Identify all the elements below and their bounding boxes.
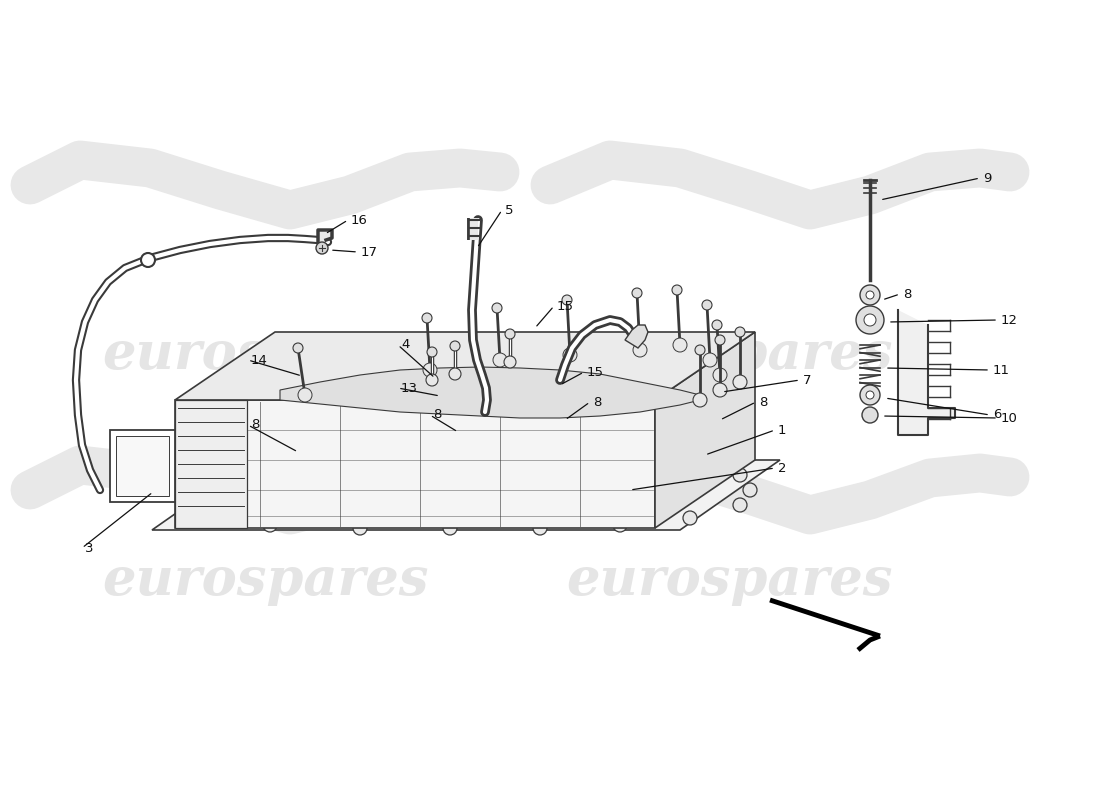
Circle shape bbox=[713, 383, 727, 397]
Text: 12: 12 bbox=[1001, 314, 1018, 326]
Circle shape bbox=[393, 453, 407, 467]
Circle shape bbox=[742, 483, 757, 497]
Text: 7: 7 bbox=[803, 374, 812, 386]
Circle shape bbox=[864, 314, 876, 326]
Circle shape bbox=[183, 471, 197, 485]
Circle shape bbox=[449, 368, 461, 380]
Circle shape bbox=[563, 348, 578, 362]
Polygon shape bbox=[175, 332, 755, 400]
Text: 15: 15 bbox=[587, 366, 604, 378]
Polygon shape bbox=[898, 310, 955, 435]
Circle shape bbox=[672, 285, 682, 295]
Circle shape bbox=[683, 511, 697, 525]
Circle shape bbox=[450, 341, 460, 351]
Text: 8: 8 bbox=[433, 409, 441, 422]
Circle shape bbox=[632, 343, 647, 357]
Text: 5: 5 bbox=[505, 203, 514, 217]
Text: 9: 9 bbox=[983, 171, 991, 185]
Polygon shape bbox=[625, 325, 648, 348]
Text: 15: 15 bbox=[557, 299, 574, 313]
Circle shape bbox=[483, 453, 497, 467]
Text: eurospares: eurospares bbox=[101, 330, 428, 381]
Bar bbox=[116, 436, 169, 496]
Text: 17: 17 bbox=[361, 246, 378, 258]
Circle shape bbox=[141, 253, 155, 267]
Circle shape bbox=[866, 291, 874, 299]
Circle shape bbox=[583, 453, 597, 467]
Circle shape bbox=[422, 313, 432, 323]
Text: 13: 13 bbox=[402, 382, 418, 394]
Circle shape bbox=[733, 498, 747, 512]
Circle shape bbox=[860, 385, 880, 405]
Text: 2: 2 bbox=[778, 462, 786, 474]
Circle shape bbox=[715, 335, 725, 345]
Polygon shape bbox=[152, 460, 780, 530]
Circle shape bbox=[713, 368, 727, 382]
Text: 10: 10 bbox=[1001, 411, 1018, 425]
Circle shape bbox=[866, 391, 874, 399]
Circle shape bbox=[263, 518, 277, 532]
Bar bbox=[110, 430, 175, 502]
Circle shape bbox=[316, 242, 328, 254]
Circle shape bbox=[862, 407, 878, 423]
Text: 1: 1 bbox=[778, 423, 786, 437]
Circle shape bbox=[427, 347, 437, 357]
Circle shape bbox=[733, 375, 747, 389]
Polygon shape bbox=[175, 400, 654, 528]
Circle shape bbox=[703, 353, 717, 367]
Text: 8: 8 bbox=[593, 395, 602, 409]
Circle shape bbox=[293, 343, 303, 353]
Circle shape bbox=[492, 303, 502, 313]
Text: 4: 4 bbox=[402, 338, 409, 351]
Circle shape bbox=[673, 453, 688, 467]
Circle shape bbox=[856, 306, 884, 334]
Circle shape bbox=[712, 320, 722, 330]
Circle shape bbox=[702, 300, 712, 310]
Circle shape bbox=[673, 338, 688, 352]
Text: 8: 8 bbox=[251, 418, 260, 431]
Text: 14: 14 bbox=[251, 354, 268, 366]
Circle shape bbox=[562, 295, 572, 305]
Circle shape bbox=[632, 288, 642, 298]
Circle shape bbox=[223, 461, 236, 475]
Text: eurospares: eurospares bbox=[566, 330, 893, 381]
Bar bbox=[175, 400, 248, 528]
Circle shape bbox=[860, 285, 880, 305]
Circle shape bbox=[613, 518, 627, 532]
Polygon shape bbox=[318, 230, 332, 242]
Circle shape bbox=[504, 356, 516, 368]
Circle shape bbox=[735, 327, 745, 337]
Text: eurospares: eurospares bbox=[566, 554, 893, 606]
Circle shape bbox=[493, 353, 507, 367]
Text: 11: 11 bbox=[993, 363, 1010, 377]
Circle shape bbox=[693, 393, 707, 407]
Circle shape bbox=[353, 521, 367, 535]
Circle shape bbox=[505, 329, 515, 339]
Circle shape bbox=[302, 455, 317, 469]
Polygon shape bbox=[280, 367, 700, 418]
Text: 6: 6 bbox=[993, 409, 1001, 422]
Circle shape bbox=[424, 363, 437, 377]
Text: 8: 8 bbox=[759, 395, 768, 409]
Circle shape bbox=[695, 345, 705, 355]
Polygon shape bbox=[654, 332, 755, 528]
Circle shape bbox=[192, 513, 207, 527]
Circle shape bbox=[733, 468, 747, 482]
Text: 3: 3 bbox=[85, 542, 94, 554]
Text: 8: 8 bbox=[903, 287, 912, 301]
Circle shape bbox=[426, 374, 438, 386]
Circle shape bbox=[443, 521, 456, 535]
Circle shape bbox=[298, 388, 312, 402]
Text: 16: 16 bbox=[351, 214, 367, 226]
Circle shape bbox=[534, 521, 547, 535]
Text: eurospares: eurospares bbox=[101, 554, 428, 606]
